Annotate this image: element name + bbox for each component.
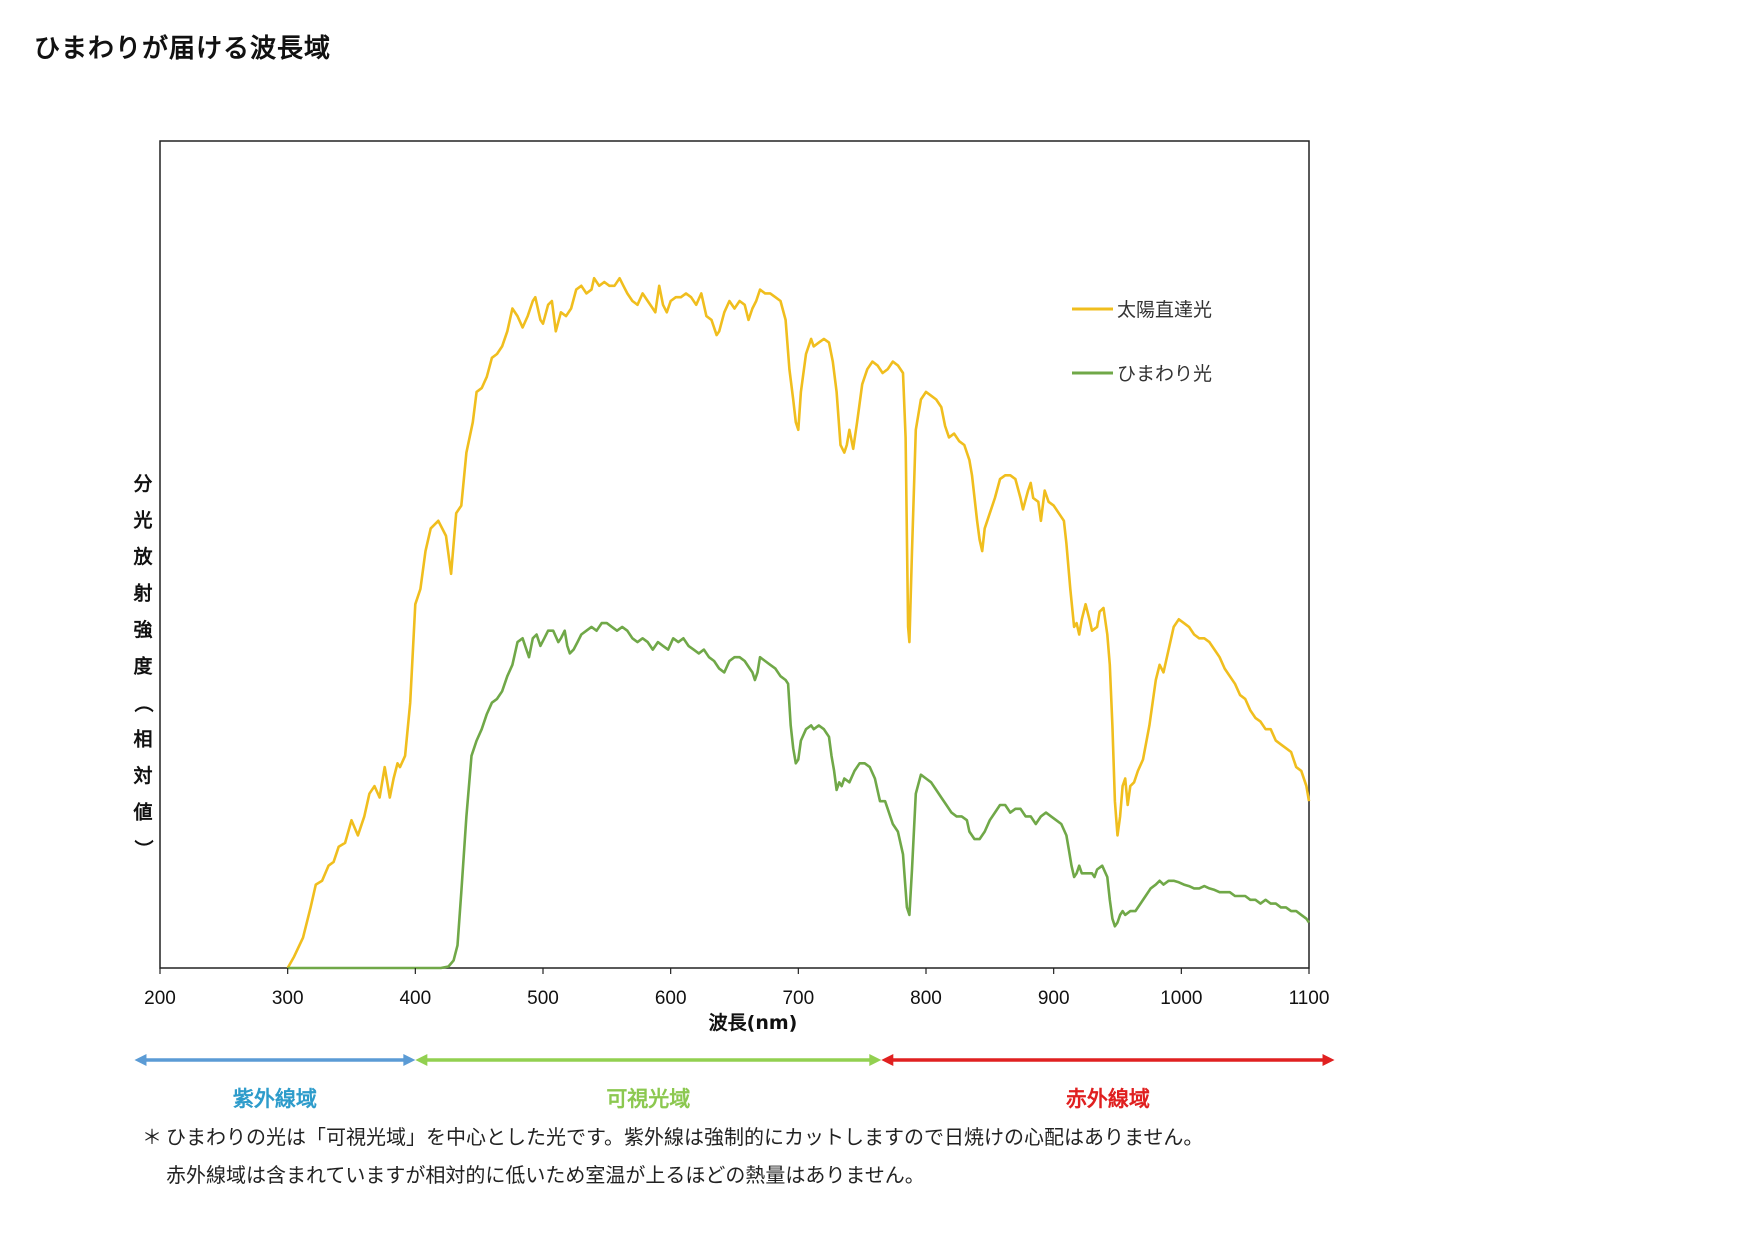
series-line-0 xyxy=(286,276,1311,969)
y-axis-title-char: 放 xyxy=(132,545,153,568)
y-axis-title-char: （ xyxy=(132,693,155,712)
legend-label-0: 太陽直達光 xyxy=(1117,299,1212,321)
region-arrow-head-left-1 xyxy=(415,1054,428,1066)
y-axis-title-char: 度 xyxy=(133,655,153,678)
wavelength-regions: 紫外線域 可視光域 赤外線域 xyxy=(134,1054,1335,1111)
x-tick-label-1: 300 xyxy=(272,988,304,1009)
x-tick-label-3: 500 xyxy=(527,988,559,1009)
y-axis-title-char: 分 xyxy=(133,473,152,495)
y-axis-title-char: 値 xyxy=(132,802,152,824)
series-layer xyxy=(286,276,1311,970)
x-tick-label-8: 1000 xyxy=(1160,988,1202,1009)
x-tick-label-2: 400 xyxy=(399,988,431,1009)
x-tick-label-6: 800 xyxy=(910,988,942,1009)
y-axis-title-char: 光 xyxy=(132,509,152,532)
region-arrow-head-left-0 xyxy=(134,1054,147,1066)
region-label-2: 赤外線域 xyxy=(1066,1087,1150,1111)
page-title: ひまわりが届ける波長域 xyxy=(34,34,332,64)
y-axis-title-char: 射 xyxy=(132,582,152,605)
series-line-1 xyxy=(287,621,1311,970)
x-axis-ticks: 200 300 400 500 600 700 800 900 1000 1100 xyxy=(144,968,1329,1009)
note-marker: ＊ xyxy=(142,1125,162,1149)
region-arrow-head-right-0 xyxy=(403,1054,416,1066)
region-arrow-head-right-1 xyxy=(869,1054,882,1066)
note-line-1: ひまわりの光は「可視光域」を中心とした光です。紫外線は強制的にカットしますので日… xyxy=(166,1125,1204,1149)
y-axis-title-char: 相 xyxy=(133,729,152,751)
x-axis-title: 波長(nm) xyxy=(709,1011,798,1034)
region-arrow-head-left-2 xyxy=(881,1054,894,1066)
x-tick-label-5: 700 xyxy=(782,988,814,1009)
legend-label-1: ひまわり光 xyxy=(1117,363,1212,385)
y-axis-title-char: 対 xyxy=(132,764,152,787)
y-axis-title-char: ） xyxy=(132,839,155,858)
y-axis-title-char: 強 xyxy=(133,619,152,641)
x-tick-label-7: 900 xyxy=(1038,988,1070,1009)
x-tick-label-4: 600 xyxy=(655,988,687,1009)
plot-area xyxy=(159,140,1310,969)
region-arrow-head-right-2 xyxy=(1322,1054,1335,1066)
x-tick-label-9: 1100 xyxy=(1289,988,1330,1009)
note-line-2: 赤外線域は含まれていますが相対的に低いため室温が上るほどの熱量はありません。 xyxy=(166,1163,925,1187)
x-tick-label-0: 200 xyxy=(144,988,176,1009)
region-label-0: 紫外線域 xyxy=(233,1087,317,1111)
region-label-1: 可視光域 xyxy=(606,1087,690,1111)
